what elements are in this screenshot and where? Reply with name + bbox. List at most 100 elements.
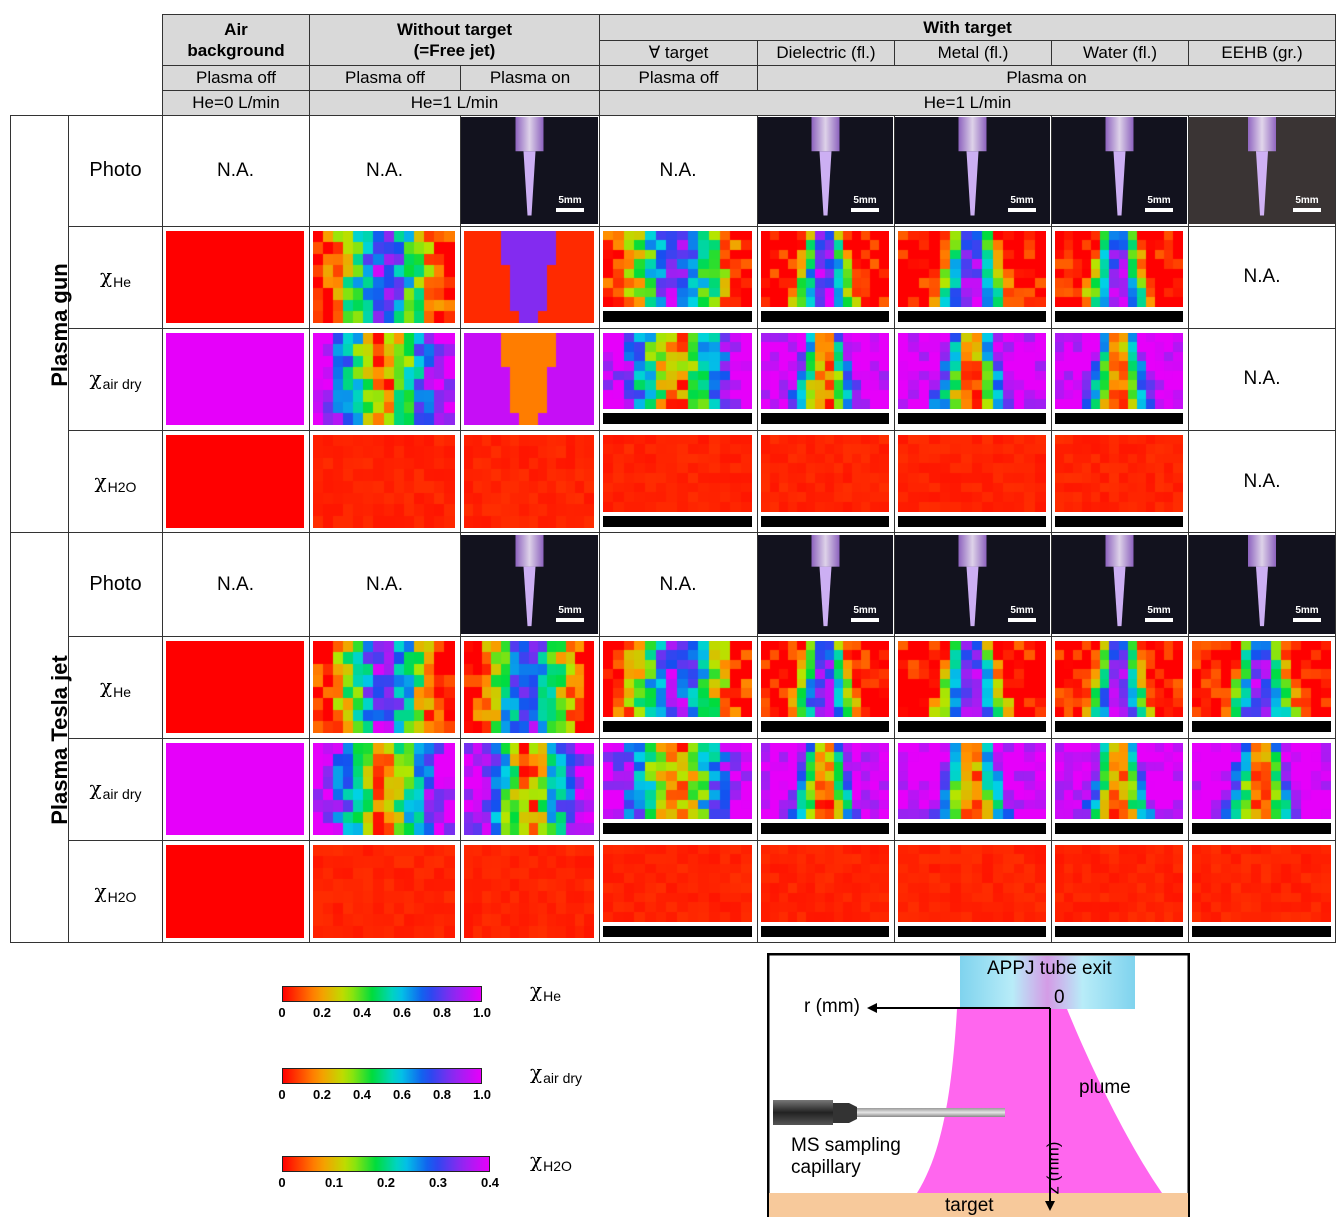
jet-photo-svg <box>958 535 987 627</box>
grid-line <box>460 115 461 533</box>
scale-bar-black <box>1055 413 1183 424</box>
scale-bar: 5mm <box>1008 195 1036 212</box>
label-z-axis: z (mm) <box>1043 1141 1063 1195</box>
scale-bar-black <box>898 311 1046 322</box>
scale-bar-black <box>1055 926 1183 937</box>
map-air <box>1055 743 1183 819</box>
map-h2o <box>603 435 752 512</box>
map-h2o <box>898 845 1046 922</box>
grid-line <box>1188 115 1189 533</box>
colorbar-label-3: χH2O <box>530 1148 572 1174</box>
label-origin: 0 <box>1054 987 1065 1008</box>
map-air <box>603 743 752 819</box>
colorbar-ticks-2: 0 0.2 0.4 0.6 0.8 1.0 <box>278 1087 491 1103</box>
map-h2o <box>603 845 752 922</box>
row-label-photo-tesla: Photo <box>89 573 142 595</box>
scale-bar-black <box>761 311 889 322</box>
scale-bar-black <box>761 721 889 732</box>
colorbar-tick: 0 <box>278 1175 286 1190</box>
jet-photo-svg <box>811 117 840 216</box>
map-h2o <box>898 435 1046 512</box>
scale-bar-black <box>761 926 889 937</box>
map-air <box>1192 743 1331 819</box>
jet-photo-svg <box>515 535 544 627</box>
colorbar-tick: 0.8 <box>432 1005 452 1020</box>
scale-bar-black <box>1192 721 1331 732</box>
not-available: N.A. <box>659 159 697 181</box>
colorbar-tick: 0.4 <box>352 1087 372 1102</box>
scale-bar-black <box>1055 516 1183 527</box>
jet-photo-svg <box>1248 535 1276 627</box>
not-available: N.A. <box>217 159 254 181</box>
scale-bar-black <box>1055 311 1183 322</box>
scale-bar: 5mm <box>1145 605 1173 622</box>
row-label-he-tesla: χHe <box>99 674 132 700</box>
map-he <box>603 231 752 307</box>
map-air <box>761 743 889 819</box>
not-available: N.A. <box>659 573 697 595</box>
not-available: N.A. <box>1243 470 1281 492</box>
scale-bar: 5mm <box>1293 195 1321 212</box>
map-h2o <box>761 845 889 922</box>
not-available: N.A. <box>1243 266 1281 287</box>
map-air <box>166 333 304 425</box>
schematic-diagram: APPJ tube exit 0 r (mm) plume MS samplin… <box>766 952 1191 1218</box>
colorbar-tick: 0 <box>278 1087 286 1102</box>
map-h2o <box>1055 435 1183 512</box>
scale-bar: 5mm <box>1145 195 1173 212</box>
map-air <box>898 743 1046 819</box>
header-plasma-on-free: Plasma on <box>460 65 600 91</box>
header-with-target: With target <box>599 14 1336 41</box>
grid-line <box>757 115 758 533</box>
map-air <box>1055 333 1183 409</box>
grid-line <box>68 840 1336 841</box>
row-label-he-gun: χHe <box>99 264 132 290</box>
header-target-eehb: EEHB (gr.) <box>1188 40 1336 66</box>
map-h2o <box>761 435 889 512</box>
scale-bar-black <box>761 516 889 527</box>
map-he <box>1192 641 1331 717</box>
grid-line <box>309 115 310 533</box>
label-plume: plume <box>1079 1077 1131 1098</box>
header-he0: He=0 L/min <box>162 90 310 116</box>
row-label-h2o-gun: χH2O <box>94 468 137 495</box>
scale-bar-black <box>898 926 1046 937</box>
colorbar-tick: 0 <box>278 1005 286 1020</box>
label-r-axis: r (mm) <box>804 996 860 1017</box>
map-he <box>761 231 889 307</box>
header-target-metal: Metal (fl.) <box>894 40 1052 66</box>
row-label-air-tesla: χair dry <box>89 776 142 802</box>
colorbar-tick: 0.6 <box>392 1005 412 1020</box>
jet-photo: 5mm <box>1052 117 1187 224</box>
jet-photo: 5mm <box>758 117 893 224</box>
map-he <box>1055 641 1183 717</box>
map-he <box>603 641 752 717</box>
scale-bar-black <box>1055 823 1183 834</box>
jet-photo: 5mm <box>895 117 1050 224</box>
colorbar-tick: 0.2 <box>376 1175 396 1190</box>
plume-shape <box>917 1009 1162 1193</box>
jet-photo-svg <box>811 535 840 627</box>
map-h2o <box>166 435 304 528</box>
jet-photo: 5mm <box>1189 535 1335 634</box>
capillary-rod <box>857 1108 1005 1117</box>
header-target-all: ∀ target <box>599 40 758 66</box>
header-air-background: Air background <box>162 14 310 66</box>
map-air <box>464 743 594 835</box>
map-h2o <box>166 845 304 938</box>
scale-bar-black <box>603 926 752 937</box>
jet-photo-svg <box>1105 535 1134 627</box>
colorbar-1 <box>282 986 482 1002</box>
map-h2o <box>1055 845 1183 922</box>
colorbar-3 <box>282 1156 490 1172</box>
label-ms-capillary: MS sampling capillary <box>791 1135 901 1178</box>
grid-line <box>68 328 1336 329</box>
tube-exit <box>960 956 1135 1009</box>
jet-photo-svg <box>958 117 987 216</box>
map-he <box>1055 231 1183 307</box>
scale-bar-black <box>603 721 752 732</box>
map-he <box>313 231 455 323</box>
scale-bar: 5mm <box>556 195 584 212</box>
header-target-dielectric: Dielectric (fl.) <box>757 40 895 66</box>
grid-line <box>68 636 1336 637</box>
